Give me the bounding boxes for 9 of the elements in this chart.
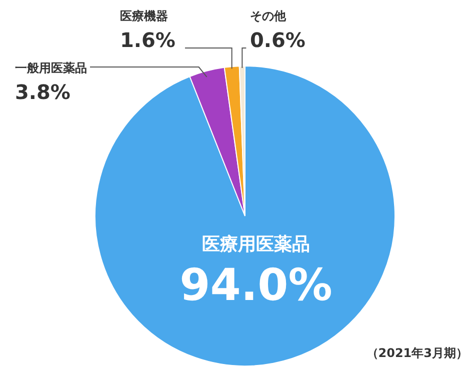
slice-label: 医療用医薬品 — [202, 234, 310, 255]
data-label: 3.8% — [15, 80, 70, 104]
text: （2021年3月期） — [366, 346, 468, 360]
slice-label: 医療機器 — [120, 9, 168, 23]
slice-label: 一般用医薬品 — [15, 61, 87, 75]
data-label: 0.6% — [250, 28, 306, 52]
data-label: 94.0% — [180, 260, 332, 311]
slice-label: その他 — [250, 9, 287, 23]
data-label: 1.6% — [120, 28, 176, 52]
